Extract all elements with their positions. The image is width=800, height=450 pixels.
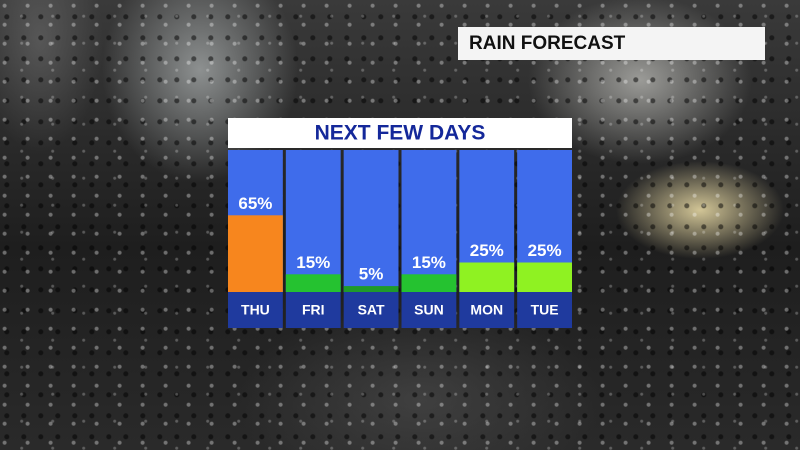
day-band (285, 292, 341, 328)
x-tick-label: THU (241, 302, 270, 318)
value-label: 25% (470, 241, 504, 260)
bar (228, 215, 283, 292)
value-label: 15% (412, 253, 446, 272)
x-tick-label: SUN (414, 302, 444, 318)
chart-title: NEXT FEW DAYS (315, 122, 486, 145)
value-label: 5% (359, 265, 384, 284)
day-band (459, 292, 515, 328)
column-background (285, 150, 341, 292)
column-background (343, 150, 399, 292)
day-band (401, 292, 457, 328)
bar (401, 274, 457, 292)
value-label: 15% (296, 253, 330, 272)
x-tick-label: SAT (358, 302, 385, 318)
value-label: 65% (238, 194, 272, 213)
bar (459, 262, 515, 292)
bar (285, 274, 341, 292)
day-band (343, 292, 399, 328)
day-band (228, 292, 283, 328)
day-band (517, 292, 572, 328)
x-tick-label: MON (470, 302, 503, 318)
bar (517, 262, 572, 292)
header-title: RAIN FORECAST (458, 27, 765, 60)
x-tick-label: TUE (531, 302, 559, 318)
x-tick-label: FRI (302, 302, 325, 318)
value-label: 25% (528, 241, 562, 260)
column-background (401, 150, 457, 292)
chart-title-bar (228, 118, 572, 148)
bar (343, 286, 399, 292)
